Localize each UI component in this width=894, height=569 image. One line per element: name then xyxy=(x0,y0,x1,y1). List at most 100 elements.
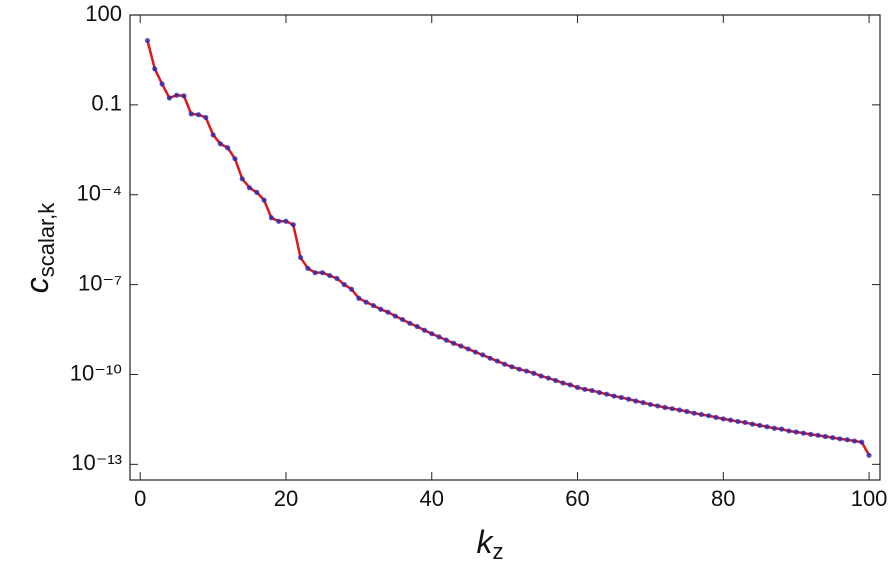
data-point xyxy=(684,408,690,415)
data-point xyxy=(327,272,333,279)
data-point xyxy=(560,380,566,386)
data-point xyxy=(276,218,282,224)
data-point xyxy=(706,413,712,419)
data-point xyxy=(429,331,435,337)
data-point xyxy=(392,313,398,319)
data-point xyxy=(604,391,610,397)
data-point xyxy=(531,370,537,376)
x-tick-label: 20 xyxy=(274,486,298,511)
data-point xyxy=(655,403,661,409)
data-point xyxy=(720,416,726,422)
data-point xyxy=(414,323,420,330)
data-point xyxy=(764,424,770,430)
data-point xyxy=(830,435,836,441)
data-point xyxy=(574,384,581,391)
data-point xyxy=(640,400,646,406)
x-tick-label: 60 xyxy=(565,486,589,511)
data-point xyxy=(225,145,231,151)
data-point xyxy=(421,327,428,333)
data-point xyxy=(837,436,843,442)
data-point xyxy=(407,320,413,326)
data-point xyxy=(808,431,814,437)
data-point xyxy=(742,419,748,426)
data-point xyxy=(669,406,675,412)
x-tick-label: 80 xyxy=(711,486,735,511)
y-tick-label: 10⁻¹³ xyxy=(71,450,122,475)
data-point xyxy=(268,215,274,221)
data-point xyxy=(771,425,777,431)
data-point xyxy=(822,433,828,440)
data-point xyxy=(596,389,602,396)
data-point xyxy=(691,410,697,416)
data-point xyxy=(356,295,362,301)
data-point xyxy=(152,66,158,72)
data-point xyxy=(494,358,500,364)
data-point xyxy=(735,418,741,425)
data-point xyxy=(188,111,194,117)
data-point xyxy=(472,349,479,355)
data-point xyxy=(698,411,705,418)
data-point xyxy=(458,343,464,349)
x-tick-label: 40 xyxy=(420,486,444,511)
data-point xyxy=(254,189,260,195)
data-point xyxy=(166,95,172,101)
data-point xyxy=(363,299,369,305)
data-point xyxy=(509,364,515,370)
data-point xyxy=(553,377,559,384)
data-point xyxy=(844,437,850,443)
data-point xyxy=(676,407,683,413)
data-point xyxy=(713,414,719,420)
data-point xyxy=(159,81,165,87)
data-point xyxy=(582,386,588,392)
data-point xyxy=(181,93,187,99)
data-point xyxy=(662,404,668,411)
data-point xyxy=(144,37,151,44)
data-point xyxy=(451,340,457,346)
data-point xyxy=(174,92,180,98)
data-point xyxy=(305,265,311,271)
data-point xyxy=(625,396,632,402)
data-point xyxy=(516,366,522,372)
data-point xyxy=(793,429,799,435)
y-axis-title: cscalar,k xyxy=(19,202,58,294)
data-point xyxy=(203,114,209,121)
x-axis-title-main: k xyxy=(477,524,495,560)
y-axis-title-main: c xyxy=(19,277,55,293)
data-point xyxy=(815,432,821,438)
data-point xyxy=(436,334,442,340)
data-point xyxy=(312,270,318,276)
data-point xyxy=(348,286,355,292)
data-point xyxy=(487,355,493,361)
data-point xyxy=(465,346,471,352)
data-point xyxy=(399,316,406,323)
data-point xyxy=(633,398,639,404)
data-point xyxy=(480,352,486,358)
data-point xyxy=(523,368,530,374)
x-axis-title: kz xyxy=(477,524,504,563)
data-point xyxy=(647,401,654,408)
data-point xyxy=(210,132,216,138)
data-point xyxy=(290,222,296,228)
data-point xyxy=(319,270,326,276)
data-point xyxy=(545,375,551,381)
data-point xyxy=(341,282,347,288)
x-tick-label: 100 xyxy=(851,486,888,511)
y-axis-title-sub: scalar,k xyxy=(34,202,59,278)
data-point xyxy=(502,361,508,367)
data-point xyxy=(297,254,304,261)
data-point xyxy=(866,452,872,458)
data-point xyxy=(217,141,223,147)
data-point xyxy=(378,306,384,312)
data-point xyxy=(800,430,807,436)
y-tick-label: 10⁻¹⁰ xyxy=(70,360,122,385)
data-point xyxy=(589,387,595,394)
y-tick-label: 0.1 xyxy=(91,91,122,116)
data-point xyxy=(757,422,763,428)
data-point xyxy=(246,185,253,191)
data-point xyxy=(779,426,785,432)
data-point xyxy=(851,438,858,444)
plot-frame xyxy=(129,14,881,481)
data-point xyxy=(195,112,202,118)
data-point xyxy=(538,373,544,379)
